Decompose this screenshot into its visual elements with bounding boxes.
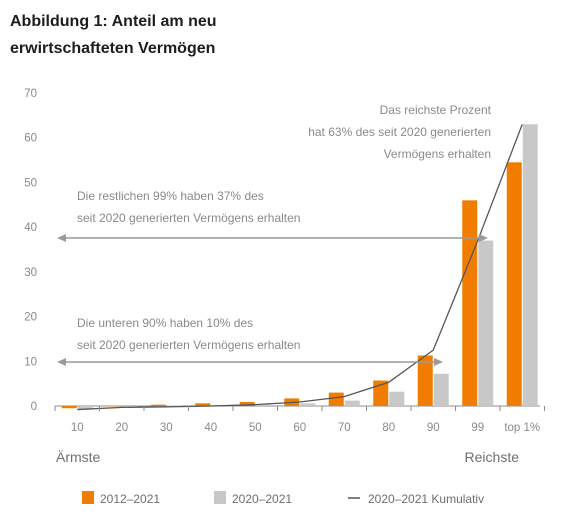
y-tick-label: 10	[24, 356, 37, 368]
legend-swatch-gray	[214, 491, 226, 504]
x-tick-label: 60	[293, 422, 306, 434]
bar-orange-0	[61, 406, 77, 409]
x-tick-label: 20	[115, 422, 128, 434]
annotation-top-percent-line: hat 63% des seit 2020 generierten	[308, 125, 491, 139]
y-tick-label: 30	[24, 267, 37, 279]
y-tick-label: 40	[24, 222, 37, 234]
arrow-bottom-90-head-right	[434, 358, 443, 366]
x-tick-label: 50	[249, 422, 262, 434]
legend-label-2012-2021: 2012–2021	[100, 492, 160, 506]
label-poorest: Ärmste	[56, 449, 101, 465]
bar-orange-6	[328, 392, 344, 406]
x-tick-label: 90	[427, 422, 440, 434]
bar-orange-2	[150, 404, 166, 406]
annotation-top-percent-line: Das reichste Prozent	[380, 103, 492, 117]
annotation-top-percent-line: Vermögens erhalten	[384, 147, 491, 161]
x-tick-label: 10	[71, 422, 84, 434]
bar-gray-5	[300, 403, 316, 406]
arrow-rest-99	[57, 234, 488, 242]
chart-title: Abbildung 1: Anteil am neu erwirtschafte…	[10, 8, 430, 62]
label-richest: Reichste	[465, 449, 520, 465]
bar-orange-4	[239, 401, 255, 406]
x-tick-label: 99	[471, 422, 484, 434]
y-tick-label: 20	[24, 312, 37, 324]
bar-gray-2	[166, 405, 182, 407]
legend-label-cumulative: 2020–2021 Kumulativ	[368, 492, 484, 506]
y-tick-label: 50	[24, 177, 37, 189]
annotation-rest-99-line: seit 2020 generierten Vermögens erhalten	[77, 211, 300, 225]
x-tick-label: 70	[338, 422, 351, 434]
legend-swatch-orange	[82, 491, 94, 504]
bar-orange-7	[373, 380, 389, 406]
arrow-rest-99-head-left	[57, 234, 66, 242]
chart-title-line-1: Abbildung 1: Anteil am neu	[10, 13, 217, 30]
bar-gray-6	[344, 400, 360, 406]
x-tick-label: top 1%	[504, 422, 540, 434]
bar-gray-9	[478, 240, 494, 406]
arrow-rest-99-head-right	[479, 234, 488, 242]
cumulative-line	[77, 124, 523, 411]
annotation-bottom-90-line: Die unteren 90% haben 10% des	[77, 316, 253, 330]
arrow-bottom-90-head-left	[57, 358, 66, 366]
legend-label-2020-2021: 2020–2021	[232, 492, 292, 506]
bar-gray-0	[77, 406, 93, 410]
annotation-bottom-90-line: seit 2020 generierten Vermögens erhalten	[77, 338, 300, 352]
bar-orange-8	[417, 355, 433, 406]
x-tick-label: 40	[204, 422, 217, 434]
bar-gray-8	[433, 373, 449, 406]
arrow-bottom-90	[57, 358, 443, 366]
bar-orange-3	[195, 403, 211, 406]
bar-orange-9	[462, 200, 478, 406]
y-tick-label: 70	[24, 88, 37, 100]
bar-orange-10	[506, 162, 522, 406]
bar-gray-10	[522, 124, 538, 407]
annotation-rest-99-line: Die restlichen 99% haben 37% des	[77, 189, 264, 203]
y-tick-label: 0	[31, 401, 37, 413]
x-tick-label: 30	[160, 422, 173, 434]
bar-orange-1	[106, 405, 122, 407]
bar-gray-4	[255, 404, 271, 406]
chart-title-line-2: erwirtschafteten Vermögen	[10, 40, 216, 57]
x-tick-label: 80	[382, 422, 395, 434]
y-tick-label: 60	[24, 133, 37, 145]
bar-gray-7	[389, 391, 405, 406]
